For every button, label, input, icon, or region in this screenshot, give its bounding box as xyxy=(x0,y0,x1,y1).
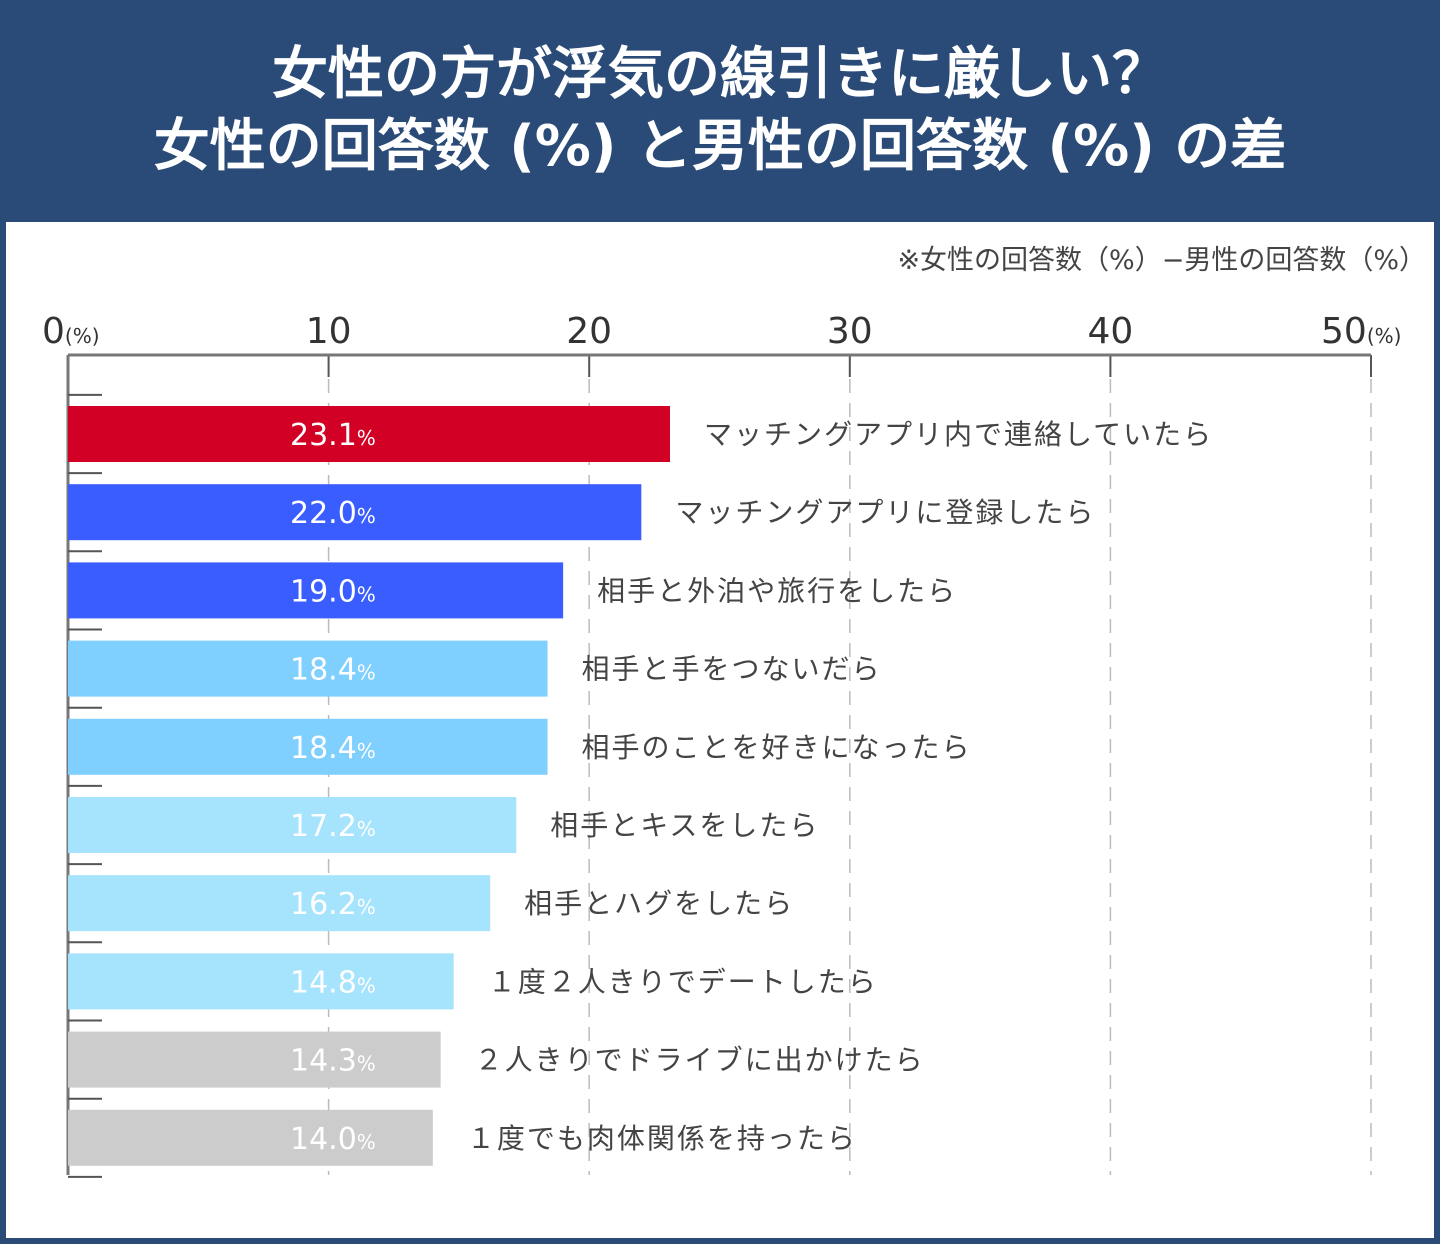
chart-title-line2: 女性の回答数 (%) と男性の回答数 (%) の差 xyxy=(153,114,1287,179)
bar xyxy=(68,797,517,853)
category-label: ２人きりでドライブに出かけたら xyxy=(475,1044,925,1077)
category-label: 相手とハグをしたら xyxy=(524,887,794,920)
bar xyxy=(68,484,642,541)
bar xyxy=(68,953,454,1010)
category-label: 相手と手をつないだら xyxy=(582,653,882,686)
chart-note: ※女性の回答数（%）−男性の回答数（%） xyxy=(897,245,1426,276)
bar xyxy=(68,562,564,619)
category-label: １度２人きりでデートしたら xyxy=(488,965,878,998)
bar xyxy=(68,718,548,775)
chart-header: 女性の方が浮気の線引きに厳しい？ 女性の回答数 (%) と男性の回答数 (%) … xyxy=(0,0,1440,222)
chart-title-line1: 女性の方が浮気の線引きに厳しい？ xyxy=(272,42,1168,107)
bar xyxy=(68,875,491,932)
bar xyxy=(68,1031,441,1088)
bar-value-label: 23.1% xyxy=(290,418,376,453)
x-tick-label: 40 xyxy=(1087,311,1133,352)
x-tick-label: 10 xyxy=(306,311,352,352)
category-label: 相手のことを好きになったら xyxy=(582,731,972,764)
category-label: マッチングアプリに登録したら xyxy=(675,496,1095,529)
bar xyxy=(68,1109,433,1166)
bar-value-label: 18.4% xyxy=(290,653,376,688)
category-label: 相手と外泊や旅行をしたら xyxy=(597,574,957,607)
x-tick-label: 30 xyxy=(827,311,873,352)
category-label: 相手とキスをしたら xyxy=(550,809,819,842)
category-label: マッチングアプリ内で連絡していたら xyxy=(704,418,1213,451)
bar xyxy=(68,640,548,697)
category-label: １度でも肉体関係を持ったら xyxy=(467,1122,857,1155)
x-tick-label: 0(%) xyxy=(42,311,100,352)
bar xyxy=(68,406,670,462)
bar-value-label: 16.2% xyxy=(290,887,376,922)
x-tick-label: 50(%) xyxy=(1321,311,1401,352)
x-tick-label: 20 xyxy=(566,311,612,352)
